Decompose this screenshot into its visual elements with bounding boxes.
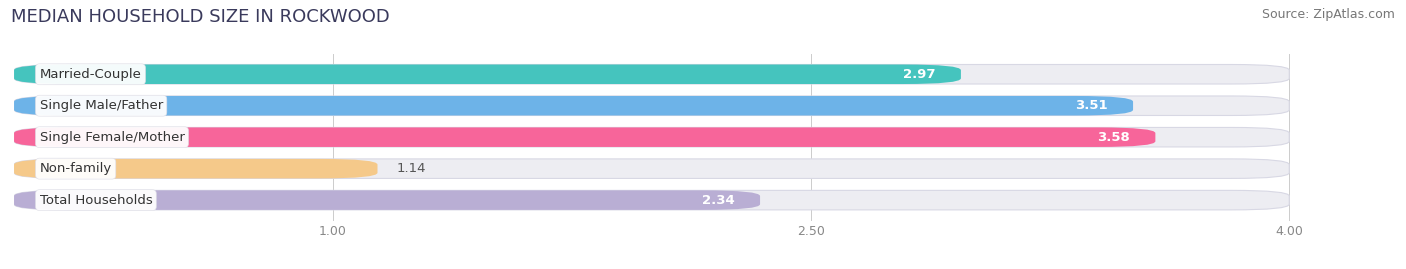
Text: Single Male/Father: Single Male/Father (39, 99, 163, 112)
Text: Non-family: Non-family (39, 162, 112, 175)
FancyBboxPatch shape (14, 128, 1289, 147)
Text: Source: ZipAtlas.com: Source: ZipAtlas.com (1261, 8, 1395, 21)
Text: 3.51: 3.51 (1076, 99, 1108, 112)
FancyBboxPatch shape (14, 96, 1133, 115)
Text: 2.97: 2.97 (903, 68, 935, 81)
Text: 3.58: 3.58 (1097, 131, 1130, 144)
FancyBboxPatch shape (14, 190, 1289, 210)
Text: MEDIAN HOUSEHOLD SIZE IN ROCKWOOD: MEDIAN HOUSEHOLD SIZE IN ROCKWOOD (11, 8, 389, 26)
Text: 2.34: 2.34 (702, 194, 734, 207)
FancyBboxPatch shape (14, 96, 1289, 115)
Text: 1.14: 1.14 (396, 162, 426, 175)
FancyBboxPatch shape (14, 65, 1289, 84)
Text: Single Female/Mother: Single Female/Mother (39, 131, 184, 144)
Text: Married-Couple: Married-Couple (39, 68, 142, 81)
FancyBboxPatch shape (14, 159, 1289, 178)
FancyBboxPatch shape (14, 159, 377, 178)
FancyBboxPatch shape (14, 65, 960, 84)
FancyBboxPatch shape (14, 128, 1156, 147)
Text: Total Households: Total Households (39, 194, 152, 207)
FancyBboxPatch shape (14, 190, 761, 210)
